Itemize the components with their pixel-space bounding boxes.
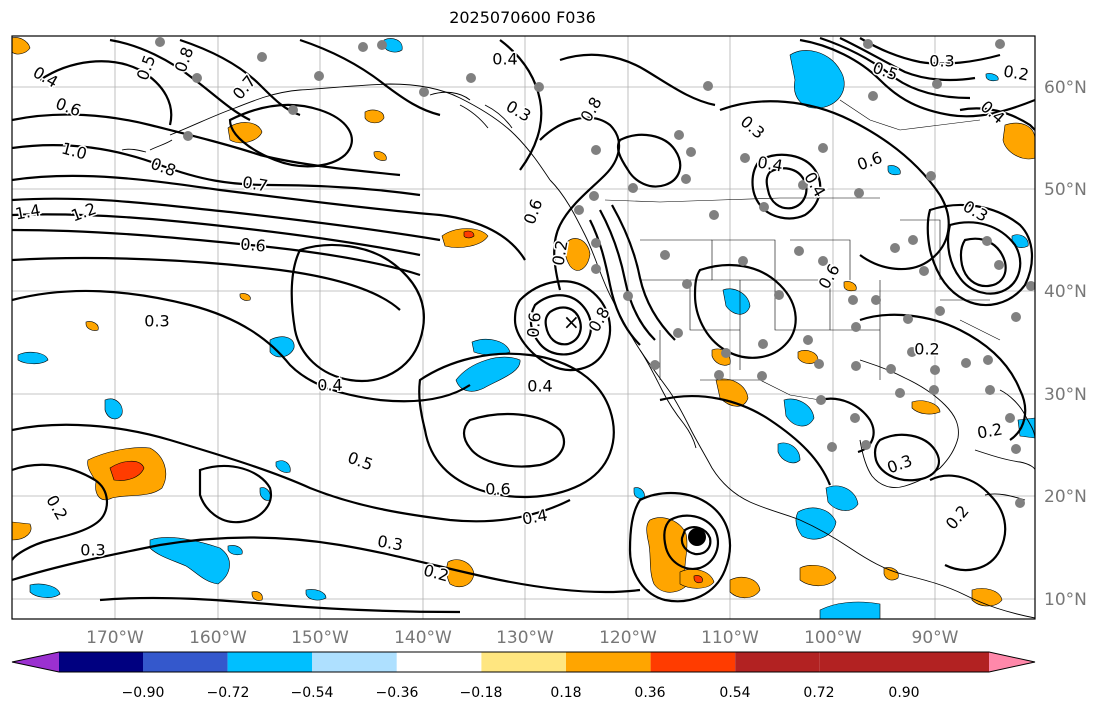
lon-label: 90°W xyxy=(912,628,959,648)
contour-label: 0.3 xyxy=(929,52,954,71)
colorbar-tick-label: −0.36 xyxy=(376,685,419,701)
colorbar-segment xyxy=(59,652,143,672)
contour-lines xyxy=(12,36,1035,614)
low-center-x: × xyxy=(563,310,580,334)
contour-label: 0.2 xyxy=(914,340,939,359)
contour-label: 0.6 xyxy=(523,311,544,338)
colorbar-segment xyxy=(819,652,989,672)
lat-label: 50°N xyxy=(1044,180,1087,200)
latitude-labels: 60°N 50°N 40°N 30°N 20°N 10°N xyxy=(1044,78,1087,610)
lon-label: 150°W xyxy=(291,628,349,648)
lat-label: 40°N xyxy=(1044,282,1087,302)
colorbar-segment xyxy=(650,652,736,672)
colorbar-extend-high xyxy=(989,652,1035,672)
colorbar-tick-label: −0.54 xyxy=(291,685,334,701)
colorbar-segment xyxy=(481,652,566,672)
low-center-marker xyxy=(688,528,706,546)
lon-label: 120°W xyxy=(599,628,657,648)
borders xyxy=(604,99,1001,401)
lon-label: 130°W xyxy=(496,628,554,648)
colorbar-segment xyxy=(312,652,397,672)
contour-label: 0.3 xyxy=(144,312,169,331)
lat-label: 10°N xyxy=(1044,590,1087,610)
contour-label: 1.4 xyxy=(14,200,42,223)
longitude-labels: 170°W 160°W 150°W 140°W 130°W 120°W 110°… xyxy=(86,628,959,648)
contour-label: 0.5 xyxy=(133,52,160,82)
lon-label: 160°W xyxy=(189,628,247,648)
contour-label: 0.2 xyxy=(548,239,571,267)
contour-label: 0.3 xyxy=(376,531,404,554)
colorbar xyxy=(11,651,1036,673)
colorbar-frame xyxy=(11,651,1036,673)
contour-label: 0.4 xyxy=(492,50,517,69)
colorbar-tick-label: 0.18 xyxy=(550,685,581,701)
lat-label: 30°N xyxy=(1044,385,1087,405)
contour-label: 0.4 xyxy=(527,377,552,396)
colorbar-tick-label: 0.90 xyxy=(888,685,919,701)
colorbar-tick-label: 0.54 xyxy=(719,685,750,701)
colorbar-tick-label: −0.72 xyxy=(207,685,250,701)
station-markers xyxy=(155,37,1035,508)
colorbar-tick-label: −0.18 xyxy=(460,685,503,701)
colorbar-segment xyxy=(735,652,820,672)
lat-label: 20°N xyxy=(1044,487,1087,507)
lon-label: 100°W xyxy=(804,628,862,648)
contour-label: 0.4 xyxy=(317,376,342,395)
map-title: 2025070600 F036 xyxy=(449,8,596,27)
lon-label: 140°W xyxy=(394,628,452,648)
lon-label: 170°W xyxy=(86,628,144,648)
colorbar-segment xyxy=(566,652,651,672)
shaded-anomalies xyxy=(12,37,1035,619)
colorbar-segment xyxy=(396,652,482,672)
contour-label: 0.3 xyxy=(80,541,105,560)
colorbar-extend-low xyxy=(12,652,59,672)
colorbar-segment xyxy=(227,652,313,672)
contour-label: 0.6 xyxy=(240,234,267,255)
lat-label: 60°N xyxy=(1044,78,1087,98)
colorbar-tick-labels: −0.90 −0.72 −0.54 −0.36 −0.18 0.18 0.36 … xyxy=(122,685,920,701)
lon-label: 110°W xyxy=(701,628,759,648)
colorbar-tick-label: 0.72 xyxy=(803,685,834,701)
colorbar-segment xyxy=(143,652,228,672)
contour-label: 0.6 xyxy=(485,480,510,499)
contour-label: 0.4 xyxy=(756,152,784,175)
colorbar-tick-label: 0.36 xyxy=(634,685,665,701)
map-frame xyxy=(11,35,1036,620)
colorbar-tick-label: −0.90 xyxy=(122,685,165,701)
